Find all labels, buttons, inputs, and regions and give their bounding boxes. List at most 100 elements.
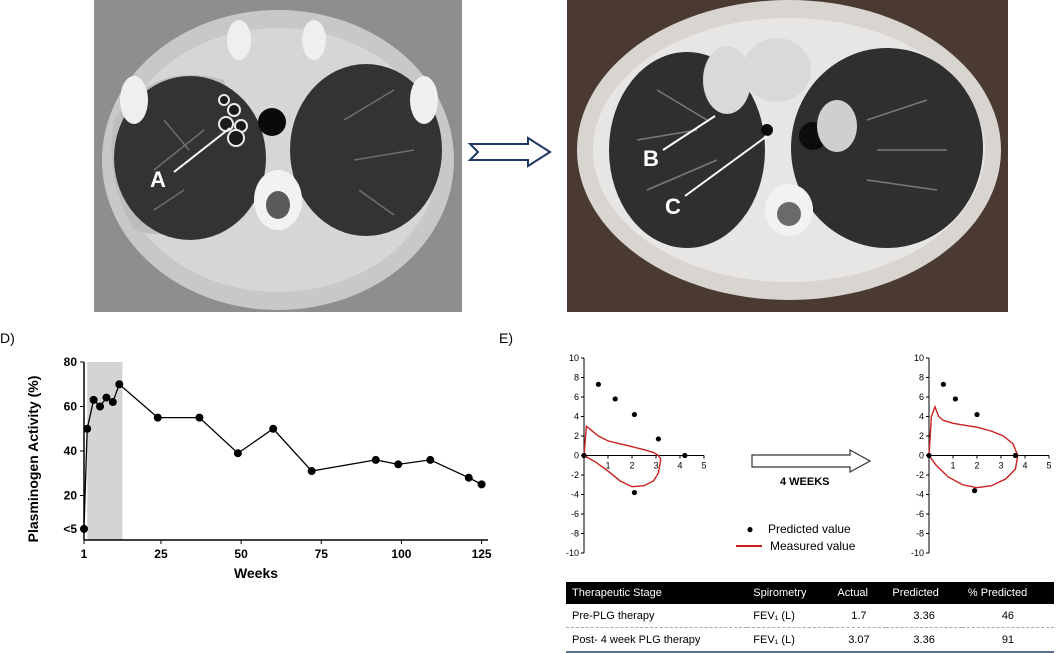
x-tick-label: 75	[315, 547, 329, 561]
header-spirometry: Spirometry	[747, 582, 832, 604]
y-axis-title: Plasminogen Activity (%)	[25, 376, 41, 543]
loop-y-tick-label: -4	[571, 490, 579, 500]
panel-label-e: E)	[499, 330, 513, 346]
data-point	[426, 455, 435, 464]
ct-label-b: B	[643, 146, 659, 171]
ct-label-c: C	[665, 194, 681, 219]
loop-y-tick-label: 6	[919, 392, 924, 402]
loop-x-tick-label: 5	[701, 461, 706, 471]
loop-x-tick-label: 4	[1022, 461, 1027, 471]
loop-y-tick-label: 10	[914, 353, 924, 363]
predicted-point	[595, 381, 601, 387]
cell-spirometry: FEV₁ (L)	[747, 627, 832, 653]
table-row: Pre-PLG therapy FEV₁ (L) 1.7 3.36 46	[566, 604, 1054, 628]
cell-stage: Post- 4 week PLG therapy	[566, 627, 748, 653]
measured-loop-line	[583, 424, 662, 488]
data-point	[80, 524, 88, 533]
loop-x-tick-label: 2	[629, 461, 634, 471]
loop-x-tick-label: 5	[1046, 461, 1051, 471]
loop-y-tick-label: 0	[574, 451, 579, 461]
y-tick-label: 80	[64, 355, 78, 369]
data-point	[371, 455, 380, 464]
data-point	[195, 413, 204, 422]
predicted-point	[631, 411, 637, 418]
cell-actual: 1.7	[831, 604, 887, 628]
cell-predicted: 3.36	[886, 627, 962, 653]
loop-y-tick-label: 4	[919, 412, 924, 422]
data-point	[96, 402, 105, 411]
measured-loop-line	[928, 404, 1019, 489]
predicted-point	[655, 436, 661, 442]
loop-y-tick-label: 10	[569, 353, 579, 363]
y-tick-label: 40	[64, 444, 78, 458]
predicted-point	[952, 396, 958, 402]
loop-y-tick-label: -2	[916, 470, 924, 480]
predicted-point	[612, 396, 618, 402]
predicted-marker-icon: ●	[746, 521, 754, 536]
x-tick-label: 50	[234, 547, 248, 561]
flow-volume-loop-post: 10 8 6 4 2 0 -2 -4 -6 -8 -10 1 2 3 4 5	[911, 353, 1052, 558]
data-point	[269, 424, 278, 433]
data-point	[307, 467, 316, 476]
panel-label-d: D)	[0, 330, 15, 346]
x-tick-label: 1	[81, 547, 88, 561]
data-point	[108, 398, 117, 407]
header-percent: % Predicted	[961, 582, 1054, 604]
data-point	[464, 473, 473, 482]
loop-legend: ● Predicted value Measured value	[736, 520, 855, 554]
loop-y-tick-label: 0	[919, 451, 924, 461]
y-tick-label: 60	[64, 400, 78, 414]
data-point	[477, 480, 486, 489]
data-point	[153, 413, 162, 422]
x-tick-label: 25	[154, 547, 168, 561]
loop-y-tick-label: 4	[574, 412, 579, 422]
data-point	[83, 424, 92, 433]
loop-y-tick-label: -8	[916, 529, 924, 539]
predicted-point	[581, 452, 587, 459]
activity-series-line	[83, 383, 482, 529]
loop-y-tick-label: -2	[571, 470, 579, 480]
cell-spirometry: FEV₁ (L)	[747, 604, 832, 628]
y-tick-label: <5	[63, 522, 77, 536]
loop-x-tick-label: 3	[998, 461, 1003, 471]
ct-label-a: A	[150, 167, 166, 192]
x-tick-label: 100	[391, 547, 411, 561]
predicted-point	[1012, 452, 1018, 459]
table-row: Post- 4 week PLG therapy FEV₁ (L) 3.07 3…	[566, 627, 1054, 653]
x-axis-title: Weeks	[234, 565, 278, 581]
predicted-point	[926, 452, 932, 459]
predicted-point	[631, 489, 637, 496]
loop-x-tick-label: 3	[653, 461, 658, 471]
x-tick-label: 125	[472, 547, 492, 561]
cell-percent: 91	[961, 627, 1054, 653]
loop-x-tick-label: 2	[974, 461, 979, 471]
legend-measured: Measured value	[770, 538, 856, 553]
loop-x-tick-label: 1	[605, 461, 610, 471]
four-weeks-arrow-icon	[751, 449, 872, 473]
header-actual: Actual	[831, 582, 887, 604]
y-tick-label: 20	[64, 489, 78, 503]
loop-y-tick-label: 8	[574, 373, 579, 383]
spirometry-table: Therapeutic Stage Spirometry Actual Pred…	[566, 582, 1054, 653]
loop-y-tick-label: -4	[916, 490, 924, 500]
flow-volume-loop-pre: 10 8 6 4 2 0 -2 -4 -6 -8 -10 1 2 3 4 5	[566, 353, 707, 558]
transition-label: 4 WEEKS	[780, 476, 830, 488]
loop-y-tick-label: -10	[566, 548, 579, 558]
predicted-point	[682, 452, 688, 459]
legend-predicted: Predicted value	[768, 521, 851, 536]
header-stage: Therapeutic Stage	[566, 582, 748, 604]
loop-y-tick-label: 2	[919, 431, 924, 441]
loop-y-tick-label: -6	[571, 509, 579, 519]
loop-x-tick-label: 4	[677, 461, 682, 471]
transition-arrow-icon	[468, 136, 552, 168]
data-point	[102, 393, 111, 402]
cell-percent: 46	[961, 604, 1054, 628]
loop-x-tick-label: 1	[950, 461, 955, 471]
predicted-point	[974, 411, 980, 418]
ct-scan-pre: A	[94, 0, 462, 312]
measured-line-icon	[736, 544, 762, 547]
loop-y-tick-label: -8	[571, 529, 579, 539]
predicted-point	[972, 488, 978, 494]
ct-scan-post: B C	[567, 0, 1008, 312]
